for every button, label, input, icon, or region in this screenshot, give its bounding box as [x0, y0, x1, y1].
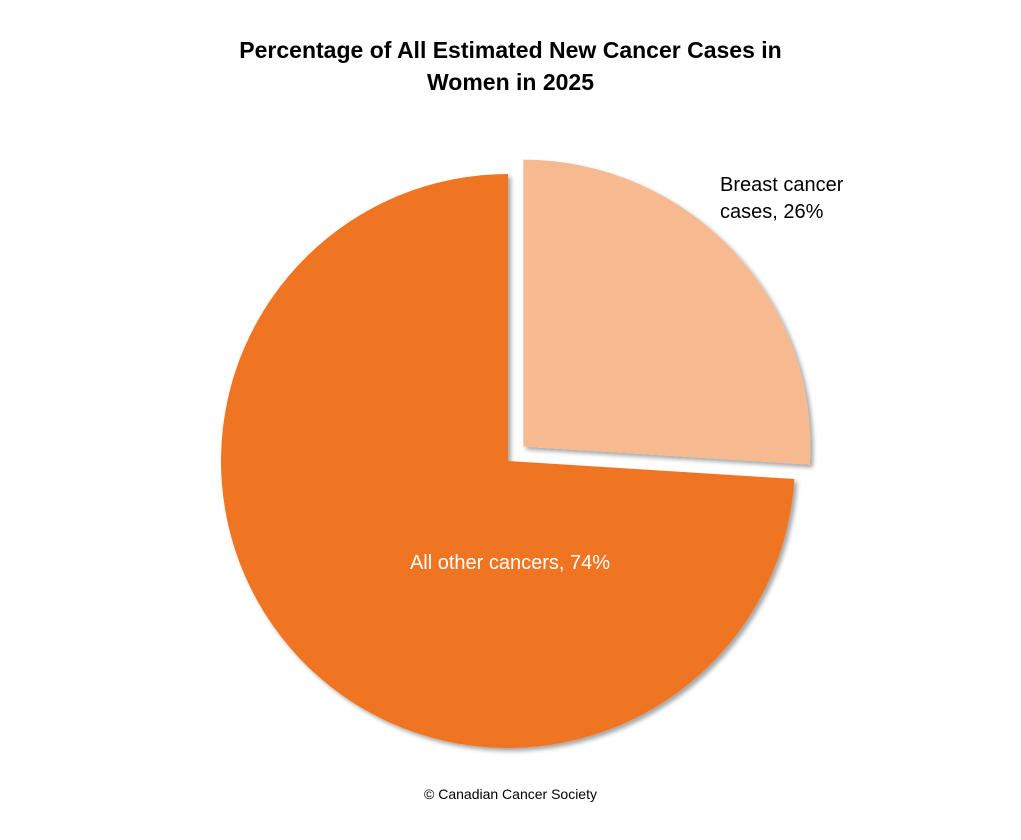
chart-title: Percentage of All Estimated New Cancer C… [239, 37, 782, 95]
slice-label: Breast cancer cases, 26% [720, 174, 844, 223]
title-box: Percentage of All Estimated New Cancer C… [0, 34, 1021, 98]
slice-label: All other cancers, 74% [409, 552, 611, 574]
pie-slice [523, 159, 811, 465]
pie-slice [221, 174, 795, 749]
source: © Canadian Cancer Society [424, 786, 597, 802]
